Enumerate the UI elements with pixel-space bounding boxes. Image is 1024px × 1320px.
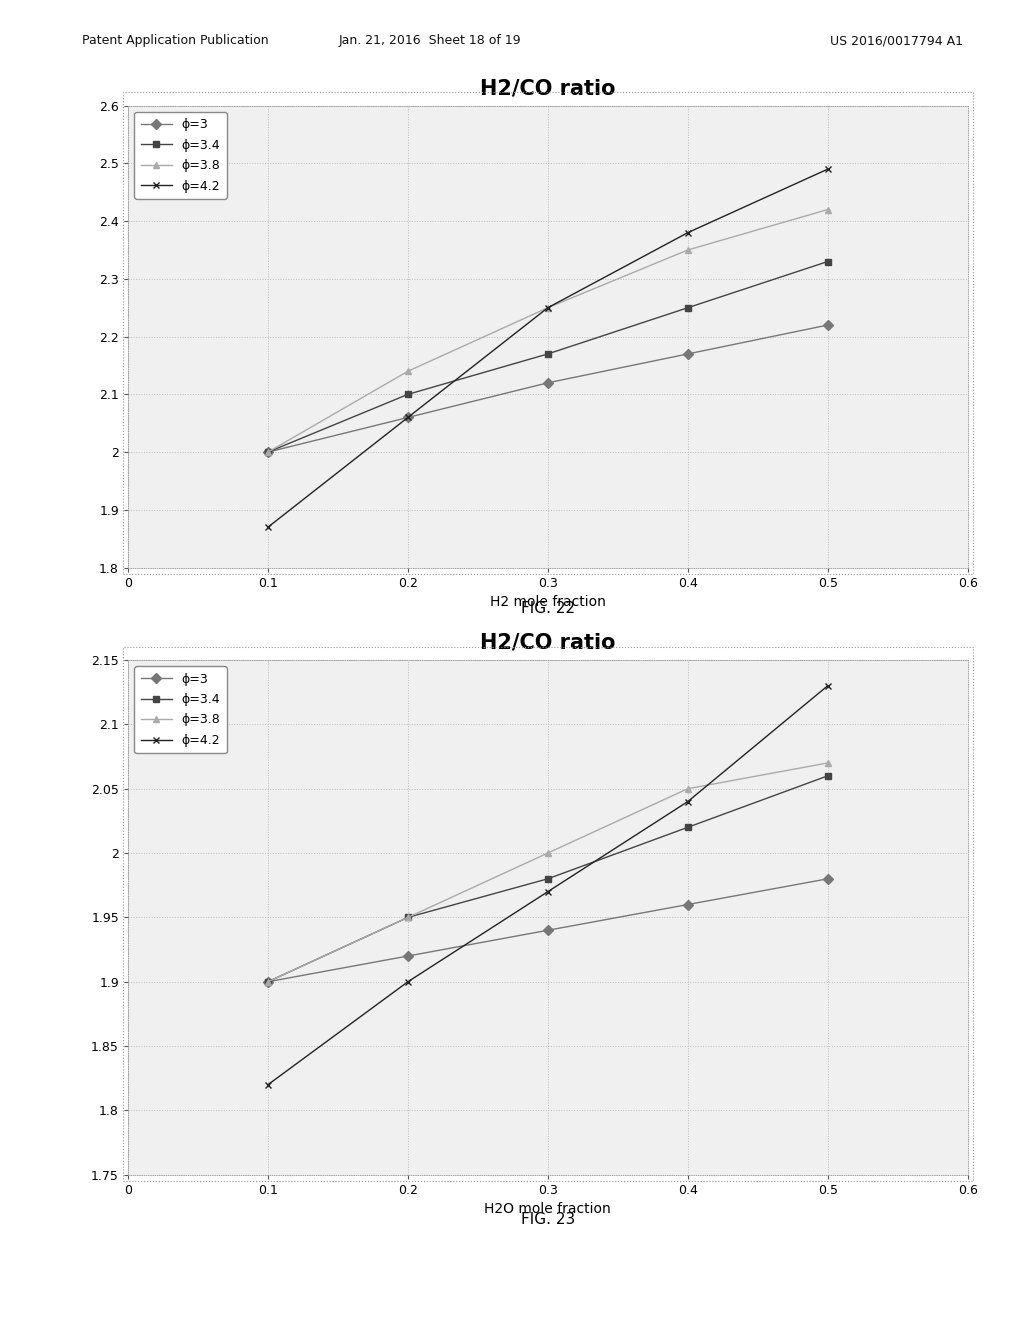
- ϕ=4.2: [262, 1077, 274, 1093]
- ϕ=4.2: [401, 974, 414, 990]
- ϕ=4.2: [401, 409, 414, 425]
- ϕ=3.4: [542, 346, 554, 362]
- ϕ=4.2: [542, 300, 554, 315]
- Text: Patent Application Publication: Patent Application Publication: [82, 34, 268, 48]
- Line: ϕ=3.8: ϕ=3.8: [264, 759, 831, 985]
- Text: FIG. 22: FIG. 22: [521, 601, 574, 615]
- ϕ=3.8: [262, 974, 274, 990]
- Legend: ϕ=3, ϕ=3.4, ϕ=3.8, ϕ=4.2: ϕ=3, ϕ=3.4, ϕ=3.8, ϕ=4.2: [134, 667, 226, 754]
- ϕ=3.4: [401, 387, 414, 403]
- ϕ=3: [262, 974, 274, 990]
- Line: ϕ=3: ϕ=3: [264, 322, 831, 455]
- Title: H2/CO ratio: H2/CO ratio: [480, 632, 615, 653]
- ϕ=3: [401, 948, 414, 964]
- ϕ=3.8: [401, 363, 414, 379]
- ϕ=4.2: [682, 224, 694, 240]
- ϕ=3.4: [821, 253, 834, 269]
- ϕ=4.2: [542, 884, 554, 900]
- Text: Jan. 21, 2016  Sheet 18 of 19: Jan. 21, 2016 Sheet 18 of 19: [339, 34, 521, 48]
- Line: ϕ=3.4: ϕ=3.4: [264, 257, 831, 455]
- Legend: ϕ=3, ϕ=3.4, ϕ=3.8, ϕ=4.2: ϕ=3, ϕ=3.4, ϕ=3.8, ϕ=4.2: [134, 112, 226, 199]
- ϕ=3.8: [542, 300, 554, 315]
- ϕ=3: [682, 346, 694, 362]
- ϕ=3.4: [682, 300, 694, 315]
- ϕ=3.4: [821, 768, 834, 784]
- ϕ=3.4: [401, 909, 414, 925]
- ϕ=3: [821, 317, 834, 333]
- ϕ=3.8: [262, 444, 274, 461]
- ϕ=3.4: [262, 974, 274, 990]
- X-axis label: H2O mole fraction: H2O mole fraction: [484, 1203, 611, 1217]
- ϕ=3.8: [821, 755, 834, 771]
- Line: ϕ=4.2: ϕ=4.2: [264, 165, 831, 531]
- ϕ=3: [542, 923, 554, 939]
- Line: ϕ=3: ϕ=3: [264, 875, 831, 985]
- ϕ=3: [542, 375, 554, 391]
- X-axis label: H2 mole fraction: H2 mole fraction: [489, 595, 606, 610]
- Line: ϕ=3.4: ϕ=3.4: [264, 772, 831, 985]
- ϕ=3: [262, 444, 274, 461]
- Text: US 2016/0017794 A1: US 2016/0017794 A1: [829, 34, 963, 48]
- ϕ=3.8: [682, 242, 694, 257]
- Line: ϕ=3.8: ϕ=3.8: [264, 206, 831, 455]
- Line: ϕ=4.2: ϕ=4.2: [264, 682, 831, 1088]
- ϕ=3: [821, 871, 834, 887]
- ϕ=4.2: [821, 161, 834, 177]
- ϕ=4.2: [682, 793, 694, 809]
- Title: H2/CO ratio: H2/CO ratio: [480, 78, 615, 99]
- ϕ=3.4: [682, 820, 694, 836]
- ϕ=3.8: [821, 202, 834, 218]
- ϕ=4.2: [262, 519, 274, 535]
- ϕ=3: [401, 409, 414, 425]
- ϕ=3.8: [682, 781, 694, 797]
- Text: FIG. 23: FIG. 23: [521, 1212, 574, 1226]
- ϕ=3: [682, 896, 694, 912]
- ϕ=3.4: [542, 871, 554, 887]
- ϕ=3.8: [401, 909, 414, 925]
- ϕ=4.2: [821, 678, 834, 694]
- ϕ=3.4: [262, 444, 274, 461]
- ϕ=3.8: [542, 845, 554, 861]
